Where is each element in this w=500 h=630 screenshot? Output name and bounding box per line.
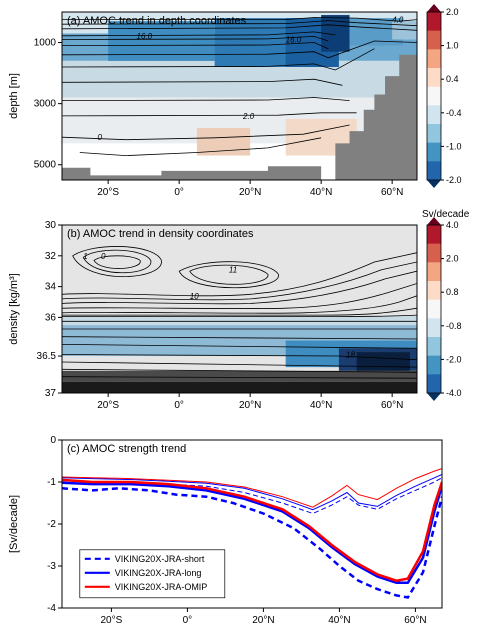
heatmap-cell	[62, 382, 417, 393]
xtick-label: 60°N	[404, 615, 426, 626]
y-axis-label: depth [m]	[8, 73, 20, 119]
colorbar-cell	[427, 87, 441, 106]
xtick-label: 20°N	[239, 400, 261, 411]
colorbar-unit: Sv/decade	[422, 209, 470, 220]
legend-label: VIKING20X-JRA-OMIP	[115, 582, 208, 592]
colorbar-cell	[427, 12, 441, 31]
colorbar-cell	[427, 31, 441, 50]
colorbar-cell	[427, 124, 441, 143]
ytick-label: 5000	[34, 160, 57, 171]
y-axis-label: density [kg/m³]	[8, 273, 20, 345]
colorbar-cell	[427, 318, 441, 337]
ytick-label: 34	[45, 282, 57, 293]
colorbar-cell	[427, 143, 441, 162]
colorbar-tick-label: -2.0	[446, 175, 462, 185]
colorbar-tick-label: -1.0	[446, 141, 462, 151]
legend-label: VIKING20X-JRA-short	[115, 554, 205, 564]
colorbar-tri-bot	[427, 393, 441, 401]
colorbar-cell	[427, 244, 441, 263]
ytick-label: -1	[47, 477, 56, 488]
xtick-label: 20°S	[97, 187, 119, 198]
figure: 4.016.016.02.00(a) AMOC trend in depth c…	[0, 0, 500, 630]
colorbar-tick-label: 2.0	[446, 254, 459, 264]
ytick-label: 3000	[34, 99, 57, 110]
ytick-label: 37	[45, 388, 57, 399]
colorbar-cell	[427, 49, 441, 68]
colorbar-tri-bot	[427, 180, 441, 188]
xtick-label: 40°N	[328, 615, 350, 626]
ytick-label: 30	[45, 220, 57, 231]
colorbar-tick-label: -4.0	[446, 388, 462, 398]
ytick-label: 0	[50, 435, 56, 446]
colorbar-tick-label: -2.0	[446, 354, 462, 364]
xtick-label: 60°N	[381, 400, 403, 411]
legend: VIKING20X-JRA-short VIKING20X-JRA-long VIK…	[80, 550, 225, 598]
ytick-label: -2	[47, 519, 56, 530]
heatmap-cell	[62, 371, 417, 382]
colorbar-cell	[427, 68, 441, 87]
xtick-label: 0°	[174, 187, 184, 198]
colorbar-cell	[427, 161, 441, 180]
ytick-label: 1000	[34, 38, 57, 49]
xtick-label: 20°N	[239, 187, 261, 198]
contour-label: 11	[229, 266, 237, 275]
xtick-label: 40°N	[310, 187, 332, 198]
colorbar-cell	[427, 262, 441, 281]
colorbar-cell	[427, 281, 441, 300]
heatmap-cell	[357, 352, 410, 371]
panel-title: (c) AMOC strength trend	[67, 443, 186, 455]
colorbar-tick-label: 4.0	[446, 220, 459, 230]
xtick-label: 0°	[183, 615, 193, 626]
colorbar-tick-label: -0.8	[446, 321, 462, 331]
panel-b: 01111018(b) AMOC trend in density coordi…	[8, 220, 417, 399]
heatmap-cell	[197, 128, 250, 155]
xtick-label: 40°N	[310, 400, 332, 411]
ytick-label: -4	[47, 603, 56, 614]
ytick-label: 32	[45, 251, 57, 262]
main-svg: 4.016.016.02.00(a) AMOC trend in depth c…	[0, 0, 500, 630]
colorbar-tick-label: 2.0	[446, 7, 459, 17]
colorbar-tick-label: 0.8	[446, 287, 459, 297]
xtick-label: 60°N	[381, 187, 403, 198]
colorbar-tick-label: 0.4	[446, 74, 459, 84]
ytick-label: -3	[47, 561, 56, 572]
contour-label: 0	[101, 252, 106, 261]
contour-label: 1	[83, 252, 87, 261]
y-axis-label: [Sv/decade]	[8, 495, 20, 553]
xtick-label: 20°S	[101, 615, 123, 626]
contour-label: 2.0	[242, 112, 255, 121]
panel-title: (a) AMOC trend in depth coordinates	[67, 15, 247, 27]
legend-label: VIKING20X-JRA-long	[115, 568, 202, 578]
xtick-label: 0°	[174, 400, 184, 411]
contour-label: 18	[346, 350, 355, 359]
contour-label: 4.0	[392, 16, 404, 25]
panel-a: 4.016.016.02.00(a) AMOC trend in depth c…	[8, 12, 417, 180]
colorbar-cell	[427, 356, 441, 375]
xtick-label: 20°S	[97, 400, 119, 411]
colorbar-tick-label: 1.0	[446, 41, 459, 51]
colorbar-cell	[427, 300, 441, 319]
ytick-label: 36	[45, 312, 57, 323]
panel-c: (c) AMOC strength trend [Sv/decade] 0 -1 -2 -…	[8, 435, 442, 626]
colorbar-a: 2.0 1.0 0.4 -0.4 -1.0 -2.0	[427, 4, 462, 188]
colorbar-b: 4.0 2.0 0.8 -0.8 -2.0 -4.0	[427, 217, 462, 401]
colorbar-tick-label: -0.4	[446, 108, 462, 118]
panel-title: (b) AMOC trend in density coordinates	[67, 228, 254, 240]
ytick-label: 36.5	[37, 351, 57, 362]
series-line	[62, 474, 442, 509]
xtick-label: 20°N	[252, 615, 274, 626]
colorbar-tri-top	[427, 4, 441, 12]
contour-label: 0	[98, 133, 103, 142]
colorbar-cell	[427, 105, 441, 124]
colorbar-cell	[427, 225, 441, 244]
colorbar-cell	[427, 337, 441, 356]
colorbar-cell	[427, 374, 441, 393]
